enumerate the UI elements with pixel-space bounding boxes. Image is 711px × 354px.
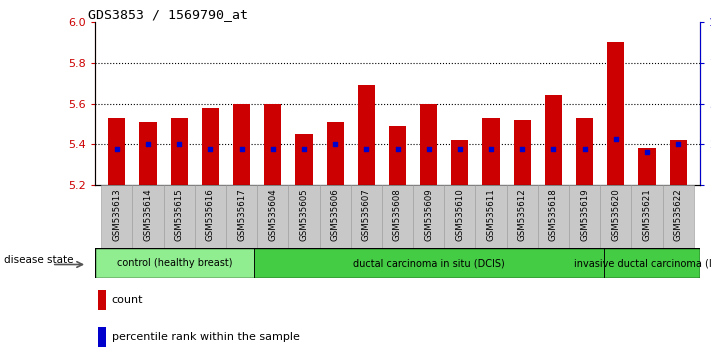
Point [454, 146, 466, 152]
Bar [507, 185, 538, 248]
Text: GSM535604: GSM535604 [268, 188, 277, 241]
Text: GSM535620: GSM535620 [611, 188, 620, 241]
Text: GSM535615: GSM535615 [175, 188, 183, 241]
Text: invasive ductal carcinoma (IDC): invasive ductal carcinoma (IDC) [574, 258, 711, 268]
Bar [604, 248, 700, 278]
Bar [413, 185, 444, 248]
Bar [569, 185, 600, 248]
Bar [255, 248, 604, 278]
Point [547, 146, 559, 152]
Text: GSM535610: GSM535610 [455, 188, 464, 241]
Bar [233, 103, 250, 185]
Point [267, 146, 279, 152]
Text: ductal carcinoma in situ (DCIS): ductal carcinoma in situ (DCIS) [353, 258, 506, 268]
Text: GSM535614: GSM535614 [144, 188, 153, 241]
Point [142, 141, 154, 147]
Point [329, 141, 341, 147]
Text: GSM535621: GSM535621 [643, 188, 651, 241]
Bar [108, 118, 125, 185]
Point [486, 146, 497, 152]
Bar [319, 185, 351, 248]
Bar [382, 185, 413, 248]
Text: GSM535608: GSM535608 [393, 188, 402, 241]
Bar [483, 118, 500, 185]
Bar [171, 118, 188, 185]
Bar [420, 103, 437, 185]
Text: GSM535616: GSM535616 [206, 188, 215, 241]
Bar [202, 108, 219, 185]
Bar [638, 148, 656, 185]
Bar [295, 134, 313, 185]
Point [205, 146, 216, 152]
Bar [444, 185, 476, 248]
Point [236, 146, 247, 152]
Text: GSM535622: GSM535622 [673, 188, 683, 241]
Bar [631, 185, 663, 248]
Bar [476, 185, 507, 248]
Bar [98, 290, 106, 310]
Point [579, 146, 590, 152]
Bar [101, 185, 132, 248]
Bar [264, 103, 282, 185]
Point [641, 150, 653, 155]
Text: control (healthy breast): control (healthy breast) [117, 258, 232, 268]
Text: GSM535609: GSM535609 [424, 188, 433, 241]
Text: GSM535607: GSM535607 [362, 188, 371, 241]
Bar [95, 248, 255, 278]
Bar [607, 42, 624, 185]
Text: GSM535606: GSM535606 [331, 188, 340, 241]
Bar [326, 122, 343, 185]
Bar [670, 140, 687, 185]
Text: disease state: disease state [4, 255, 73, 265]
Bar [351, 185, 382, 248]
Bar [451, 140, 469, 185]
Point [360, 146, 372, 152]
Text: count: count [112, 295, 143, 305]
Bar [98, 327, 106, 347]
Bar [600, 185, 631, 248]
Text: GSM535613: GSM535613 [112, 188, 122, 241]
Bar [389, 126, 406, 185]
Text: GSM535618: GSM535618 [549, 188, 558, 241]
Bar [358, 85, 375, 185]
Bar [663, 185, 694, 248]
Text: percentile rank within the sample: percentile rank within the sample [112, 332, 299, 342]
Point [673, 141, 684, 147]
Bar [139, 122, 156, 185]
Point [392, 146, 403, 152]
Point [298, 146, 309, 152]
Text: GSM535605: GSM535605 [299, 188, 309, 241]
Text: GSM535619: GSM535619 [580, 188, 589, 241]
Point [610, 137, 621, 142]
Bar [132, 185, 164, 248]
Bar [576, 118, 593, 185]
Bar [513, 120, 531, 185]
Point [111, 146, 122, 152]
Bar [289, 185, 319, 248]
Text: GSM535612: GSM535612 [518, 188, 527, 241]
Point [423, 146, 434, 152]
Point [173, 141, 185, 147]
Bar [164, 185, 195, 248]
Text: GSM535617: GSM535617 [237, 188, 246, 241]
Bar [257, 185, 289, 248]
Bar [195, 185, 226, 248]
Point [517, 146, 528, 152]
Text: GSM535611: GSM535611 [486, 188, 496, 241]
Bar [538, 185, 569, 248]
Bar [545, 95, 562, 185]
Text: GDS3853 / 1569790_at: GDS3853 / 1569790_at [88, 8, 248, 22]
Bar [226, 185, 257, 248]
